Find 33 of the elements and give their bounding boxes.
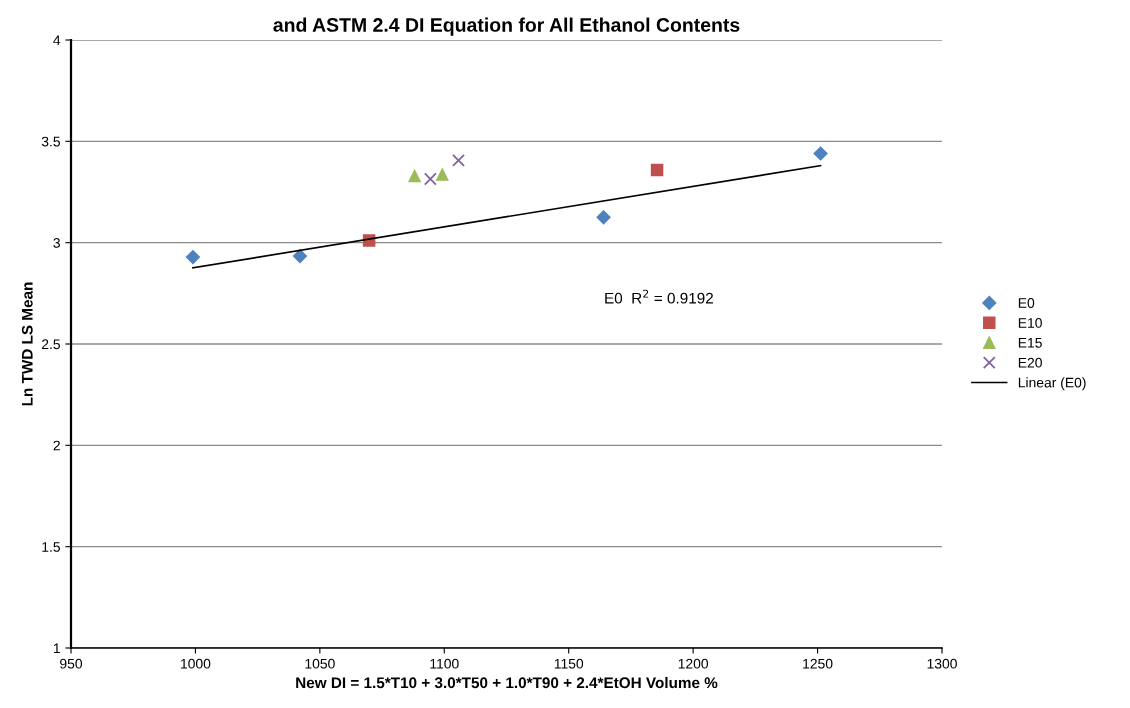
point [292, 248, 308, 264]
x-tick-label: 1150 [554, 658, 584, 669]
point [423, 172, 437, 186]
point [436, 168, 449, 181]
legend-label: E10 [1018, 318, 1042, 328]
y-tick-label: 2 [53, 440, 60, 451]
point [650, 163, 664, 177]
y-tick-label: 3.5 [41, 136, 60, 147]
point [596, 210, 611, 225]
y-tick-label: 3 [53, 238, 60, 248]
legend-label: E0 [1018, 298, 1035, 308]
chart-title: and ASTM 2.4 DI Equation for All Ethanol Contents [273, 17, 740, 36]
point [813, 146, 828, 161]
y-tick-label: 4 [53, 35, 61, 46]
x-tick-label: 1000 [181, 658, 211, 669]
x-tick-label: 1300 [927, 658, 957, 669]
x-tick-label: 950 [60, 658, 83, 669]
point [185, 249, 201, 265]
x-tick-label: 1250 [803, 658, 833, 669]
y-axis-title: Ln TWD LS Mean [21, 282, 33, 406]
legend-label: Linear (E0) [1018, 377, 1086, 391]
y-tick-label: 2.5 [41, 339, 60, 350]
legend-label: E15 [1018, 338, 1042, 348]
x-tick-label: 1100 [430, 658, 459, 669]
point [408, 169, 421, 183]
legend-label: E20 [1018, 357, 1042, 368]
y-tick-label: 1 [53, 643, 60, 654]
x-tick-label: 1200 [678, 658, 709, 669]
x-axis-title: New DI = 1.5*T10 + 3.0*T50 + 1.0*T90 + 2.4*EtOH Volume % [296, 676, 718, 689]
x-tick-label: 1050 [305, 658, 335, 669]
y-tick-label: 1.5 [42, 542, 60, 552]
point [452, 153, 465, 167]
annotation: E0 R$^{2}$ = 0.9192 [605, 289, 713, 304]
